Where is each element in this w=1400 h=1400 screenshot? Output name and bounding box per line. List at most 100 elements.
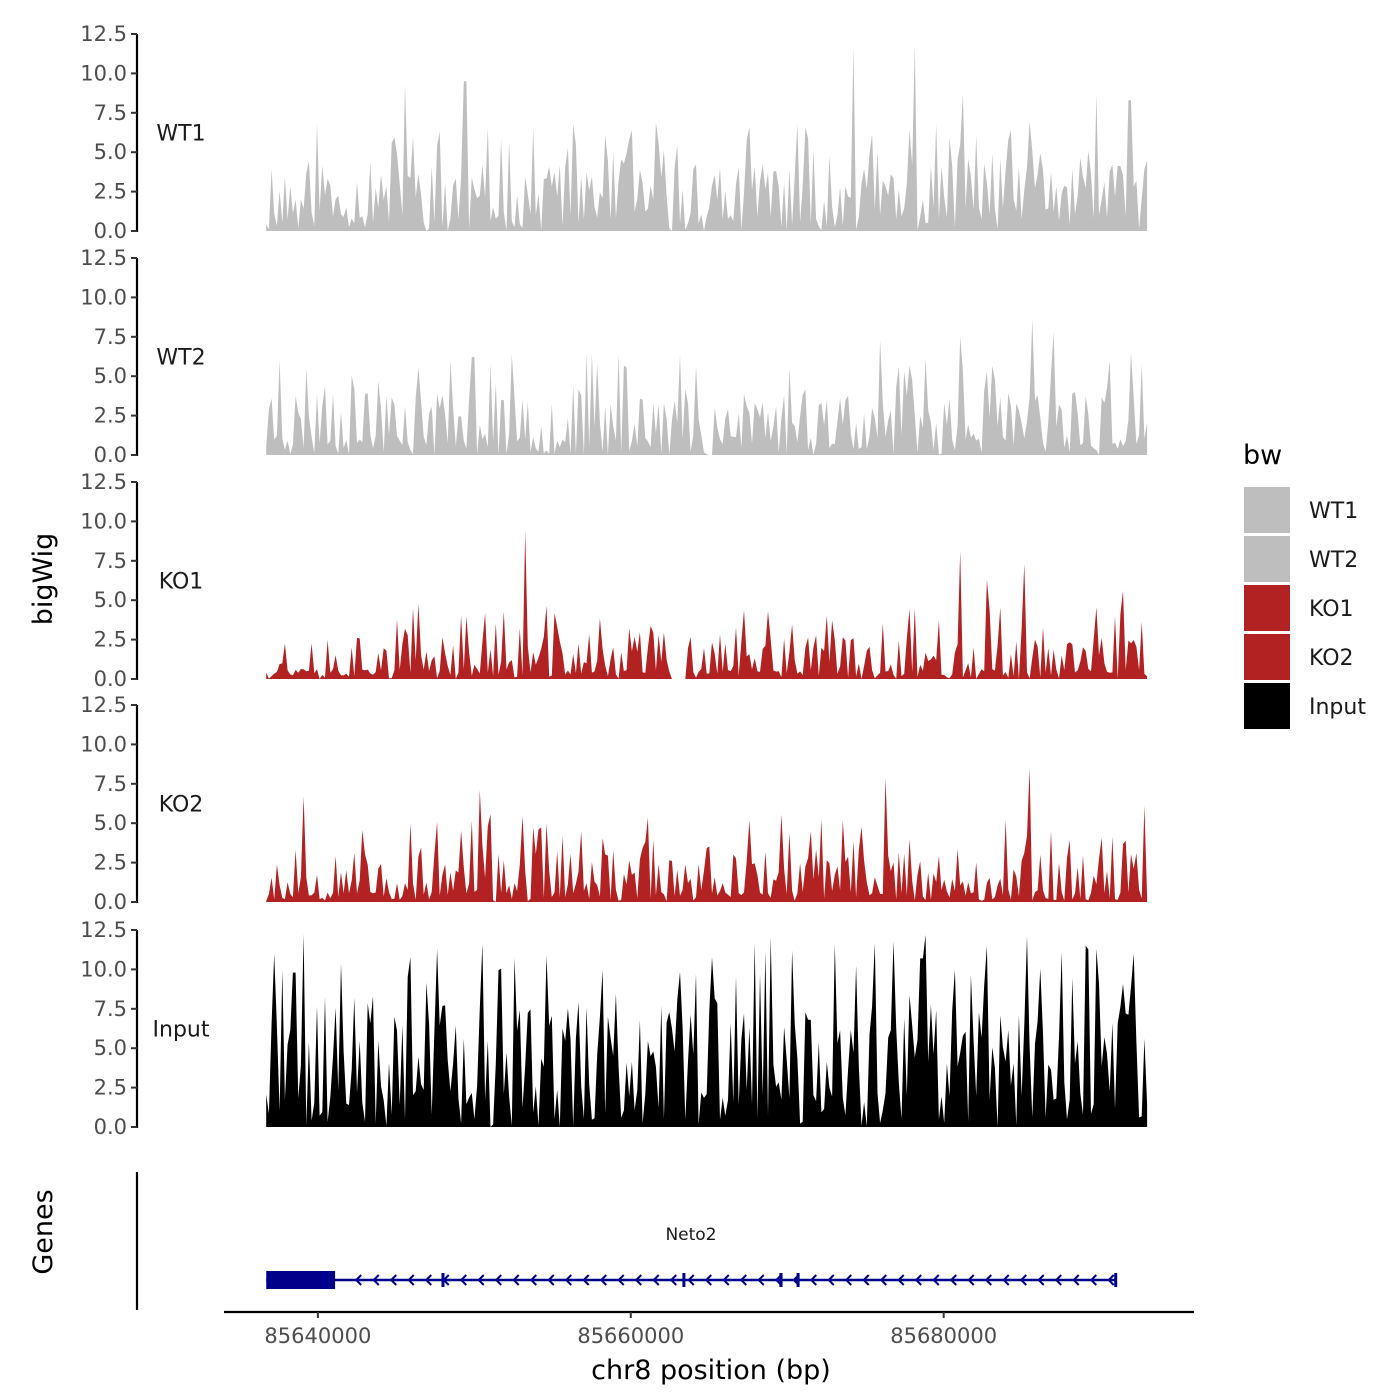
- strand-arrow: [459, 1274, 467, 1286]
- track-label: Input: [153, 1018, 210, 1043]
- y-tick-label: 0.0: [94, 890, 127, 914]
- legend-label-wt1: WT1: [1309, 499, 1358, 524]
- strand-arrow: [547, 1274, 555, 1286]
- track-ko1: 0.0 2.5 5.0 7.5 10.0 12.5 KO1: [80, 470, 1148, 691]
- y-tick-label: 5.0: [94, 364, 127, 388]
- legend-label-ko2: KO2: [1309, 646, 1354, 671]
- strand-arrow: [879, 1274, 887, 1286]
- strand-arrow: [1107, 1274, 1115, 1286]
- legend: bw WT1 WT2 KO1 KO2 Input: [1243, 440, 1366, 729]
- x-axis: 85640000 85660000 85680000: [224, 1310, 1194, 1348]
- y-tick-label: 0.0: [94, 443, 127, 467]
- track-ko2: 0.0 2.5 5.0 7.5 10.0 12.5 KO2: [80, 693, 1148, 914]
- x-axis-title: chr8 position (bp): [591, 1355, 831, 1386]
- x-tick-label: 85680000: [890, 1324, 997, 1348]
- gene-exon: [682, 1273, 686, 1287]
- legend-swatch-wt2: [1244, 536, 1290, 582]
- gene-track-title: Genes: [28, 1189, 59, 1274]
- strand-arrow: [897, 1274, 905, 1286]
- track-label: WT2: [156, 346, 205, 371]
- strand-arrow: [914, 1274, 922, 1286]
- strand-arrow: [617, 1274, 625, 1286]
- y-tick-label: 2.5: [94, 404, 127, 428]
- strand-arrow: [634, 1274, 642, 1286]
- y-tick-label: 7.5: [94, 549, 127, 573]
- gene-neto2: Neto2: [266, 1225, 1118, 1289]
- strand-arrow: [582, 1274, 590, 1286]
- strand-arrow: [477, 1274, 485, 1286]
- legend-swatch-ko1: [1244, 585, 1290, 631]
- strand-arrow: [984, 1274, 992, 1286]
- y-tick-label: 2.5: [94, 180, 127, 204]
- y-tick-label: 2.5: [94, 1076, 127, 1100]
- strand-arrow: [407, 1274, 415, 1286]
- strand-arrow: [1019, 1274, 1027, 1286]
- strand-arrow: [652, 1274, 660, 1286]
- legend-title: bw: [1243, 440, 1282, 471]
- gene-name-label: Neto2: [665, 1225, 716, 1245]
- strand-arrow: [1037, 1274, 1045, 1286]
- strand-arrow: [827, 1274, 835, 1286]
- gene-exon: [779, 1273, 783, 1287]
- y-tick-label: 10.0: [80, 732, 127, 756]
- legend-swatch-input: [1244, 683, 1290, 729]
- strand-arrow: [1002, 1274, 1010, 1286]
- strand-arrow: [949, 1274, 957, 1286]
- strand-arrow: [354, 1274, 362, 1286]
- strand-arrow: [687, 1274, 695, 1286]
- track-wt2: 0.0 2.5 5.0 7.5 10.0 12.5 WT2: [80, 246, 1148, 467]
- track-input: 0.0 2.5 5.0 7.5 10.0 12.5 Input: [80, 918, 1148, 1139]
- y-tick-label: 10.0: [80, 957, 127, 981]
- strand-arrow: [967, 1274, 975, 1286]
- y-tick-label: 5.0: [94, 811, 127, 835]
- strand-arrow: [739, 1274, 747, 1286]
- y-tick-label: 10.0: [80, 509, 127, 533]
- strand-arrow: [704, 1274, 712, 1286]
- y-tick-label: 12.5: [80, 470, 127, 494]
- x-tick-label: 85640000: [264, 1324, 371, 1348]
- legend-swatch-wt1: [1244, 487, 1290, 533]
- track-wt1: 0.0 2.5 5.0 7.5 10.0 12.5 WT1: [80, 22, 1148, 243]
- strand-arrow: [669, 1274, 677, 1286]
- y-tick-label: 10.0: [80, 285, 127, 309]
- gene-exon: [441, 1273, 445, 1287]
- legend-label-ko1: KO1: [1309, 597, 1354, 622]
- strand-arrow: [809, 1274, 817, 1286]
- legend-label-wt2: WT2: [1309, 548, 1358, 573]
- y-tick-label: 0.0: [94, 667, 127, 691]
- legend-label-input: Input: [1309, 695, 1366, 720]
- gene-exon: [266, 1271, 336, 1289]
- y-tick-label: 0.0: [94, 219, 127, 243]
- y-tick-label: 10.0: [80, 61, 127, 85]
- y-tick-label: 7.5: [94, 772, 127, 796]
- gene-track: Neto2: [135, 1172, 1118, 1310]
- y-tick-label: 12.5: [80, 918, 127, 942]
- strand-arrow: [932, 1274, 940, 1286]
- signal-area-ko1: [266, 530, 1148, 679]
- strand-arrow: [1089, 1274, 1097, 1286]
- y-tick-label: 7.5: [94, 101, 127, 125]
- y-tick-label: 12.5: [80, 246, 127, 270]
- y-tick-label: 2.5: [94, 628, 127, 652]
- y-tick-label: 0.0: [94, 1115, 127, 1139]
- y-tick-label: 7.5: [94, 997, 127, 1021]
- strand-arrow: [494, 1274, 502, 1286]
- gene-exon: [1114, 1273, 1118, 1287]
- strand-arrow: [599, 1274, 607, 1286]
- signal-area-ko2: [266, 768, 1148, 902]
- strand-arrow: [862, 1274, 870, 1286]
- strand-arrow: [1054, 1274, 1062, 1286]
- signal-area-wt1: [266, 45, 1148, 231]
- y-tick-label: 12.5: [80, 22, 127, 46]
- strand-arrow: [1072, 1274, 1080, 1286]
- gene-exon: [796, 1273, 800, 1287]
- strand-arrow: [564, 1274, 572, 1286]
- track-label: KO1: [159, 570, 204, 595]
- strand-arrow: [372, 1274, 380, 1286]
- y-tick-label: 7.5: [94, 325, 127, 349]
- y-tick-label: 2.5: [94, 851, 127, 875]
- y-tick-label: 12.5: [80, 693, 127, 717]
- strand-arrow: [757, 1274, 765, 1286]
- y-tick-label: 5.0: [94, 1036, 127, 1060]
